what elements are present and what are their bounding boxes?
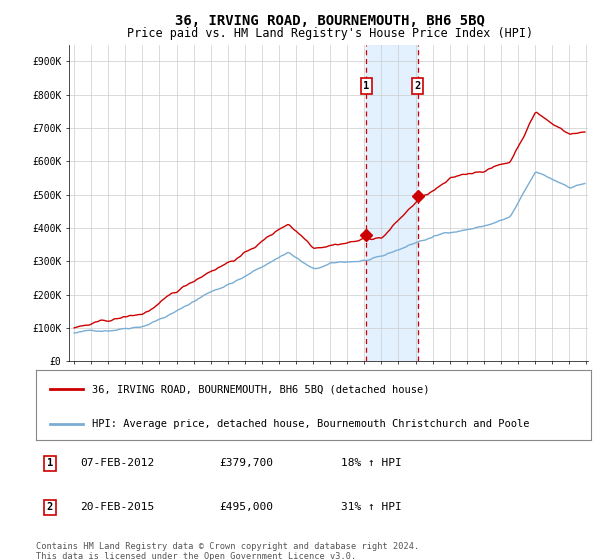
Bar — [367, 45, 418, 361]
Text: 36, IRVING ROAD, BOURNEMOUTH, BH6 5BQ: 36, IRVING ROAD, BOURNEMOUTH, BH6 5BQ — [175, 14, 485, 28]
Text: 1: 1 — [47, 458, 53, 468]
Text: 1: 1 — [364, 81, 370, 91]
Text: 36, IRVING ROAD, BOURNEMOUTH, BH6 5BQ (detached house): 36, IRVING ROAD, BOURNEMOUTH, BH6 5BQ (d… — [92, 384, 429, 394]
Text: 2: 2 — [415, 81, 421, 91]
Text: Contains HM Land Registry data © Crown copyright and database right 2024.
This d: Contains HM Land Registry data © Crown c… — [36, 542, 419, 560]
Text: 2: 2 — [47, 502, 53, 512]
Text: 31% ↑ HPI: 31% ↑ HPI — [341, 502, 402, 512]
Text: Price paid vs. HM Land Registry's House Price Index (HPI): Price paid vs. HM Land Registry's House … — [127, 27, 533, 40]
Text: HPI: Average price, detached house, Bournemouth Christchurch and Poole: HPI: Average price, detached house, Bour… — [92, 419, 529, 429]
Text: £495,000: £495,000 — [219, 502, 273, 512]
Text: 07-FEB-2012: 07-FEB-2012 — [80, 458, 155, 468]
Text: 20-FEB-2015: 20-FEB-2015 — [80, 502, 155, 512]
Text: £379,700: £379,700 — [219, 458, 273, 468]
Text: 18% ↑ HPI: 18% ↑ HPI — [341, 458, 402, 468]
